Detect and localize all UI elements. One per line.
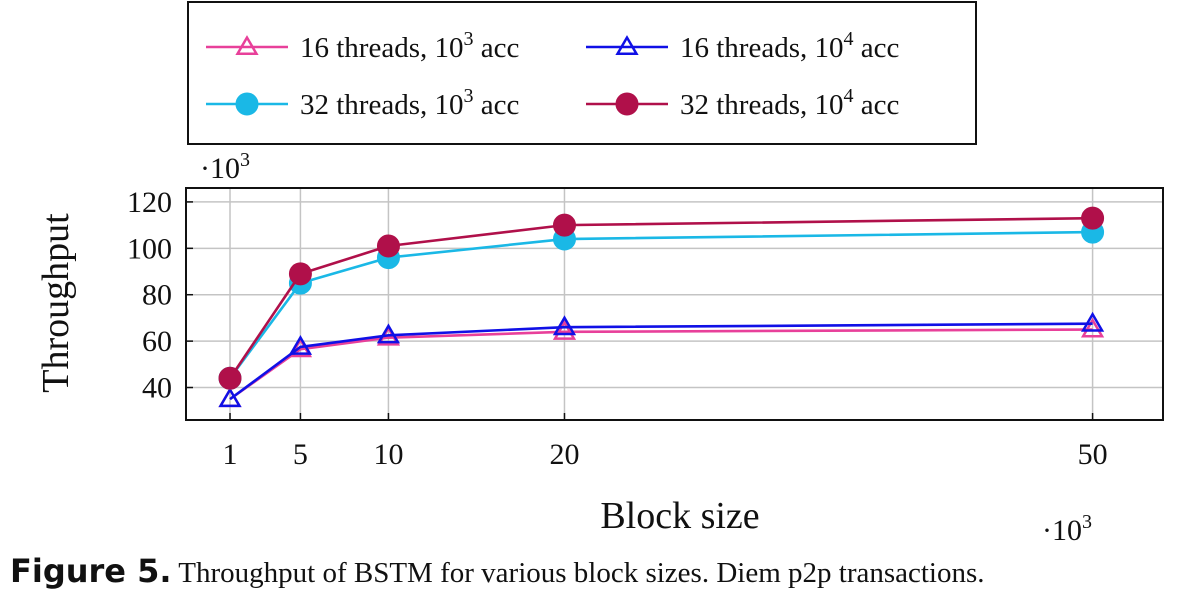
caption-label: Figure 5. (10, 552, 172, 590)
x-tick-label-10: 10 (373, 438, 403, 471)
legend-swatch-marker-4 (615, 92, 639, 116)
series-3 (218, 220, 1105, 390)
legend-entry-2: 16 threads, 104 acc (586, 28, 899, 64)
y-scale-multiplier: ·103 (200, 149, 250, 185)
series-1-point-20 (552, 319, 577, 340)
series-4-point-20 (552, 213, 576, 237)
legend-entry-3: 32 threads, 103 acc (206, 85, 519, 121)
y-tick-label-100: 100 (127, 232, 172, 265)
series-4-point-50 (1081, 206, 1105, 230)
legend-swatch-marker-2 (615, 35, 639, 55)
series-4 (218, 206, 1105, 390)
series-4-point-10 (376, 234, 400, 258)
x-tick-label-1: 1 (223, 438, 238, 471)
series-4-point-1 (218, 366, 242, 390)
series-2-point-20 (552, 315, 577, 336)
legend-entry-1: 16 threads, 103 acc (206, 28, 519, 64)
x-tick-label-20: 20 (549, 438, 579, 471)
figure-caption: Figure 5. Throughput of BSTM for various… (10, 552, 985, 590)
series-2-line (229, 322, 1093, 401)
legend-entries: 16 threads, 103 acc 16 threads, 104 acc 32… (206, 28, 899, 121)
chart-canvas: 40 60 80 100 120 1 5 10 20 50 Throughput ·103 Bl… (35, 1, 1164, 547)
x-scale-multiplier: ·103 (1042, 511, 1092, 547)
y-axis-label: Throughput (35, 213, 77, 393)
series-2-point-10 (376, 323, 401, 344)
series-1-point-50 (1080, 317, 1105, 338)
y-tick-label-120: 120 (127, 186, 172, 219)
y-tick-label-40: 40 (142, 372, 172, 405)
y-tick-label-60: 60 (142, 325, 172, 358)
series-1 (218, 317, 1105, 408)
series-2-point-50 (1080, 311, 1105, 332)
x-axis-label: Block size (600, 495, 759, 537)
legend-label-2: 16 threads, 104 acc (680, 28, 899, 64)
series-2 (218, 311, 1105, 408)
legend-box (187, 1, 977, 145)
legend-entry-4: 32 threads, 104 acc (586, 85, 899, 121)
series-2-point-5 (288, 334, 313, 355)
series-4-point-5 (288, 262, 312, 286)
x-tick-label-50: 50 (1078, 438, 1108, 471)
legend-label-4: 32 threads, 104 acc (680, 85, 899, 121)
x-tick-label-5: 5 (293, 438, 308, 471)
x-tick-labels: 1 5 10 20 50 (223, 413, 1108, 471)
series-layer (218, 206, 1105, 408)
legend: 16 threads, 103 acc 16 threads, 104 acc 32… (187, 1, 977, 145)
series-4-line (228, 216, 1093, 379)
legend-label-3: 32 threads, 103 acc (300, 85, 519, 121)
caption-text: Throughput of BSTM for various block siz… (171, 557, 985, 589)
y-tick-label-80: 80 (142, 279, 172, 312)
series-2-point-1 (218, 387, 242, 408)
y-tick-labels: 40 60 80 100 120 (127, 186, 193, 405)
legend-label-1: 16 threads, 103 acc (300, 28, 519, 64)
legend-swatch-marker-1 (235, 35, 259, 55)
legend-swatch-marker-3 (235, 92, 259, 116)
plot-frame (185, 187, 1164, 421)
